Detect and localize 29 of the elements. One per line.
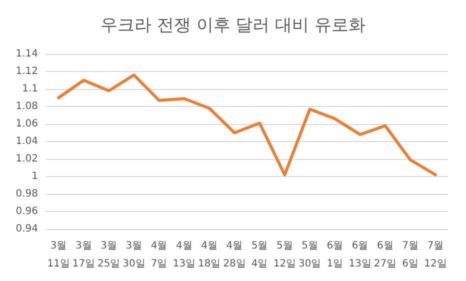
x-tick-label: 7월 6일	[402, 240, 418, 270]
chart-title: 우크라 전쟁 이후 달러 대비 유로화	[100, 16, 366, 36]
y-tick-label: 0.94	[16, 224, 38, 234]
y-tick-label: 0.98	[16, 188, 38, 200]
x-tick-label: 6월 27일	[374, 240, 397, 270]
y-tick-label: 1.02	[16, 154, 38, 164]
y-tick-label: 1.08	[16, 101, 38, 112]
x-tick-label: 4월 18일	[198, 240, 221, 270]
line-series	[57, 74, 437, 176]
y-tick-label: 1.06	[16, 118, 38, 130]
x-tick-label: 3월 25일	[97, 240, 120, 270]
x-tick-label: 4월 7일	[150, 240, 168, 270]
x-tick-label: 6월 13일	[348, 240, 372, 270]
y-tick-label: 1.12	[16, 66, 38, 77]
x-tick-label: 5월 30일	[298, 240, 322, 270]
y-tick-label: 0.96	[16, 206, 38, 217]
x-tick-label: 6월 1일	[326, 240, 344, 270]
x-tick-label: 3월 30일	[122, 240, 146, 270]
x-tick-label: 4월 28일	[223, 240, 246, 270]
y-tick-label: 1	[32, 171, 38, 182]
x-tick-label: 5월 12일	[273, 240, 296, 270]
x-tick-label: 7월 12일	[424, 240, 447, 270]
y-tick-label: 1.14	[16, 48, 38, 60]
x-tick-label: 3월 11일	[47, 240, 70, 270]
x-tick-label: 3월 17일	[72, 240, 96, 270]
x-tick-label: 4월 13일	[172, 240, 196, 270]
y-tick-label: 1.04	[16, 136, 38, 147]
y-tick-label: 1.1	[22, 84, 38, 94]
x-tick-label: 5월 4일	[251, 240, 268, 270]
